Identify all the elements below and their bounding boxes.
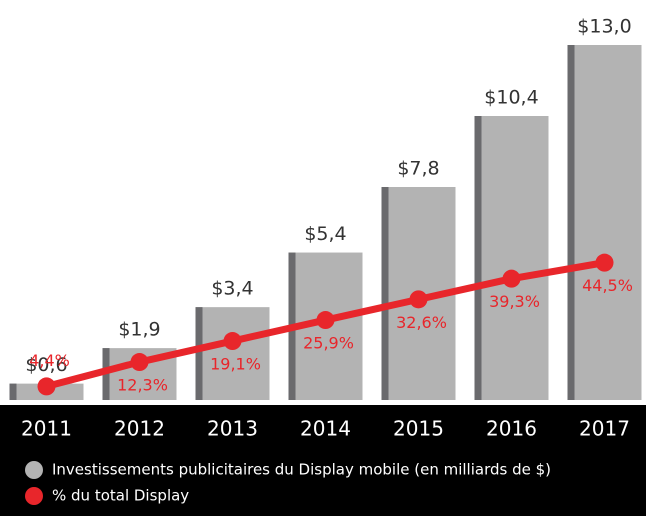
- line-point: [502, 269, 521, 288]
- bar: [567, 45, 642, 400]
- bar-edge: [195, 307, 203, 400]
- legend-label: % du total Display: [52, 487, 189, 505]
- x-tick-label: 2012: [114, 417, 165, 441]
- line-value-label: 44,5%: [582, 276, 633, 295]
- line-value-label: 25,9%: [303, 334, 354, 353]
- line-point: [595, 253, 614, 272]
- legend-marker: [25, 487, 43, 505]
- bar: [474, 116, 549, 400]
- x-tick-label: 2015: [393, 417, 444, 441]
- line-point: [37, 377, 56, 396]
- line-value-label: 4,4%: [29, 351, 70, 370]
- x-tick-label: 2011: [21, 417, 72, 441]
- line-value-label: 39,3%: [489, 292, 540, 311]
- x-tick-label: 2016: [486, 417, 537, 441]
- bar-edge: [9, 383, 17, 400]
- bar-value-label: $3,4: [211, 278, 253, 300]
- bar-edge: [567, 45, 575, 400]
- bar-value-label: $7,8: [397, 158, 439, 180]
- legend-marker: [25, 461, 43, 479]
- bar-value-label: $13,0: [577, 16, 631, 38]
- line-value-label: 19,1%: [210, 355, 261, 374]
- line-point: [223, 332, 242, 351]
- footer-band: [0, 405, 646, 516]
- x-tick-label: 2013: [207, 417, 258, 441]
- bar-edge: [381, 187, 389, 400]
- legend-label: Investissements publicitaires du Display…: [52, 461, 551, 479]
- x-tick-label: 2014: [300, 417, 351, 441]
- bar-value-label: $5,4: [304, 223, 346, 245]
- line-value-label: 32,6%: [396, 313, 447, 332]
- bar-edge: [474, 116, 482, 400]
- x-tick-label: 2017: [579, 417, 630, 441]
- bar-value-label: $0,6: [25, 354, 67, 376]
- line-value-label: 12,3%: [117, 376, 168, 395]
- bar-value-label: $1,9: [118, 319, 160, 341]
- bar: [195, 307, 270, 400]
- line-point: [130, 353, 149, 372]
- bar-value-label: $10,4: [484, 87, 538, 109]
- line-point: [409, 290, 428, 309]
- line-point: [316, 311, 335, 330]
